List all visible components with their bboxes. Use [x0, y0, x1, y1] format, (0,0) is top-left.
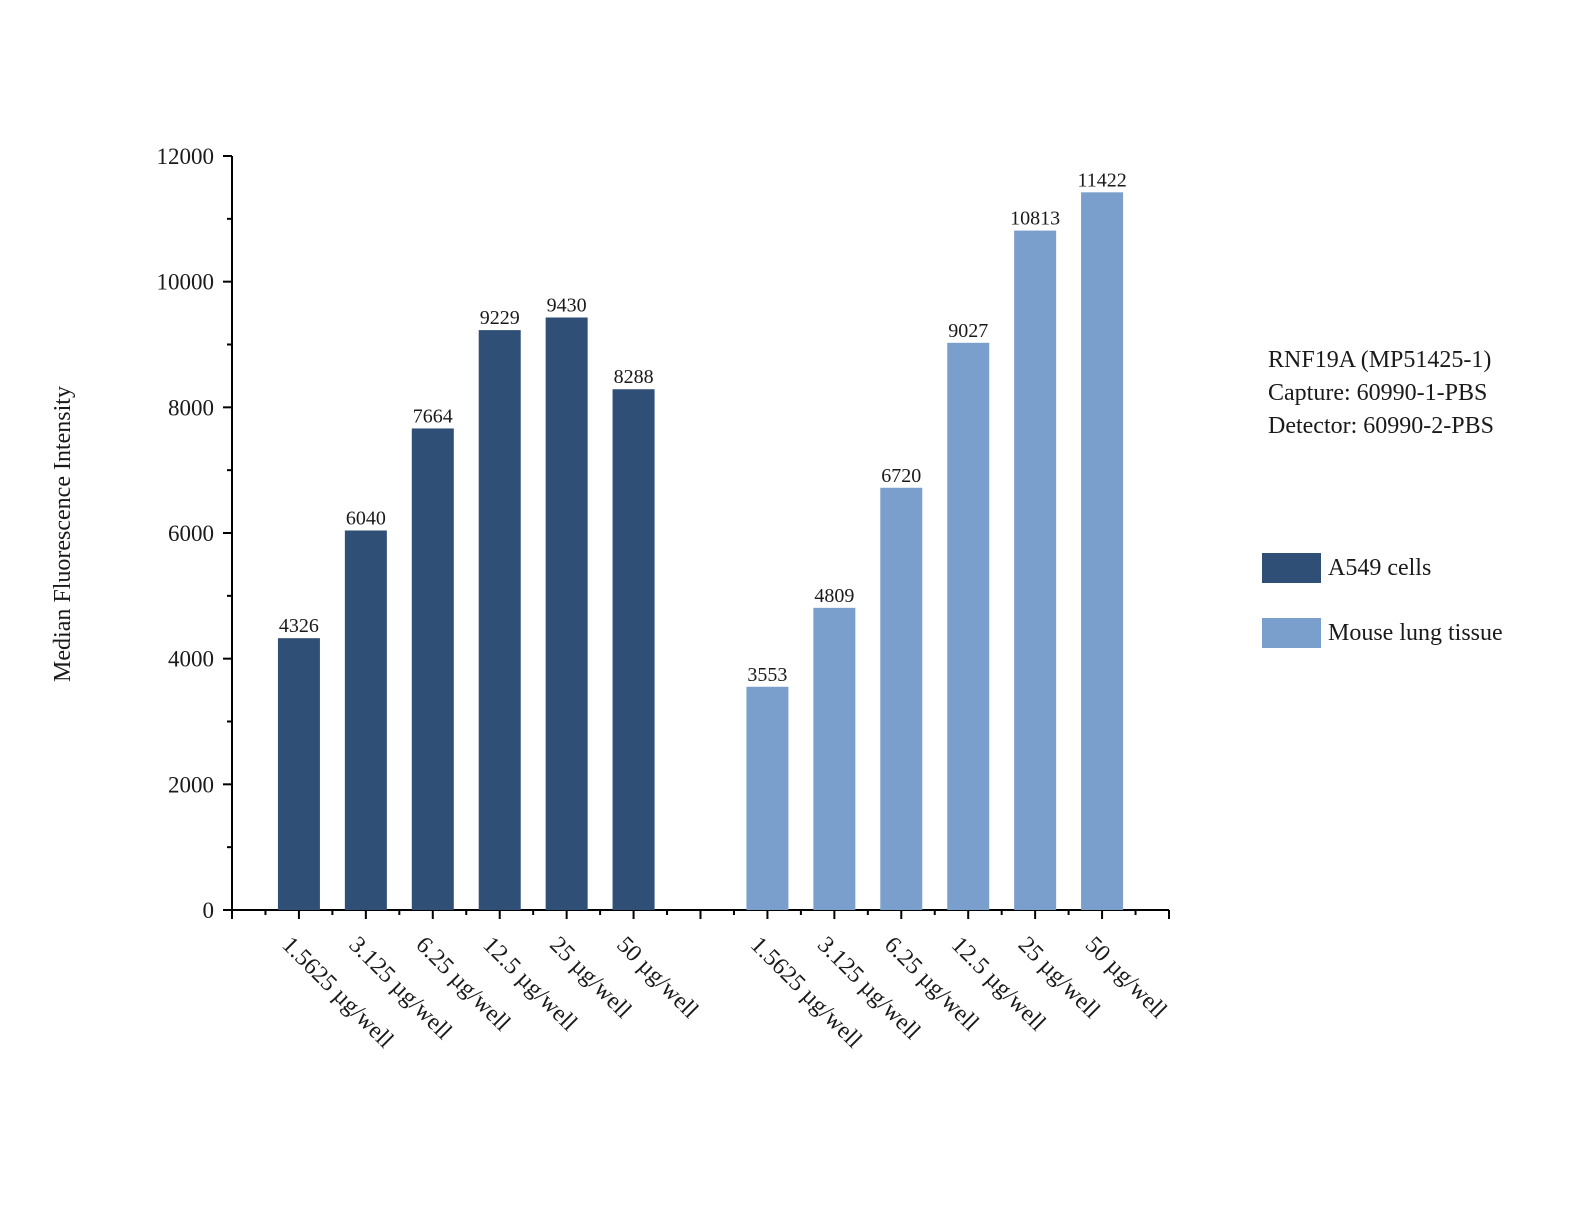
x-axis [231, 909, 1170, 919]
legend-label-mouse-lung: Mouse lung tissue [1328, 619, 1503, 646]
bar-value-label: 3553 [747, 664, 787, 686]
y-tick-label: 4000 [168, 647, 214, 672]
bar-value-label: 7664 [413, 405, 453, 427]
bar-value-label: 4326 [279, 615, 319, 637]
bar-value-label: 6720 [881, 465, 921, 487]
y-tick-label: 8000 [168, 395, 214, 420]
bar [277, 638, 320, 910]
y-tick-label: 10000 [157, 270, 215, 295]
legend-swatch-a549 [1262, 553, 1321, 583]
bars [277, 192, 1124, 911]
annotation-capture: Capture: 60990-1-PBS [1268, 380, 1488, 406]
bar-value-label: 9229 [480, 307, 520, 329]
legend-swatch-mouse-lung [1262, 618, 1321, 648]
bar [813, 607, 856, 910]
bar-value-label: 11422 [1077, 169, 1126, 191]
bar-value-labels: 4326 6040 7664 9229 9430 8288 3553 4809 6720 9027… [279, 169, 1127, 685]
annotation-antibody: RNF19A (MP51425-1) [1268, 347, 1492, 373]
bar [411, 428, 454, 910]
bar [947, 342, 990, 911]
annotation-detector: Detector: 60990-2-PBS [1268, 413, 1494, 439]
y-tick-label: 0 [203, 898, 215, 923]
y-axis-label: Median Fluorescence Intensity [50, 386, 76, 682]
bar [612, 389, 655, 911]
bar [1014, 230, 1057, 911]
legend-item-a549: A549 cells [1262, 552, 1503, 584]
bar-value-label: 8288 [614, 366, 654, 388]
legend-item-mouse-lung: Mouse lung tissue [1262, 617, 1503, 649]
y-axis: 0 2000 4000 6000 8000 10000 12000 [157, 144, 233, 923]
bar [344, 530, 387, 910]
legend-label-a549: A549 cells [1328, 554, 1432, 581]
y-tick-label: 2000 [168, 772, 214, 797]
bar [880, 487, 923, 910]
y-tick-label: 12000 [157, 144, 215, 169]
bar-value-label: 6040 [346, 507, 386, 529]
bar-value-label: 10813 [1010, 208, 1060, 230]
bar-value-label: 4809 [814, 585, 854, 607]
bar-value-label: 9430 [547, 294, 587, 316]
assay-annotation: RNF19A (MP51425-1) Capture: 60990-1-PBS … [1268, 344, 1494, 443]
y-tick-label: 6000 [168, 521, 214, 546]
bar-value-label: 9027 [948, 320, 988, 342]
legend: A549 cells Mouse lung tissue [1262, 552, 1503, 682]
bar [1081, 192, 1124, 910]
bar [545, 317, 588, 910]
bar [478, 330, 521, 910]
bar [746, 686, 789, 910]
